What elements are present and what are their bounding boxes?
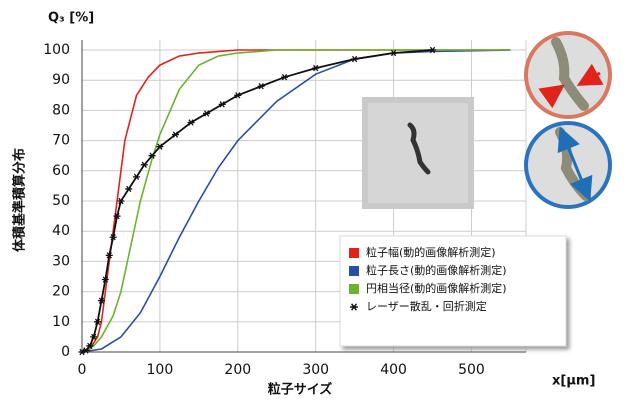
legend-swatch [349, 266, 359, 276]
y-tick-label: 40 [52, 223, 70, 239]
y-tick-label: 20 [52, 284, 70, 300]
data-point [429, 46, 437, 54]
y-tick-label: 90 [52, 72, 70, 88]
data-point [351, 55, 359, 63]
y-tick-label: 70 [52, 133, 70, 149]
series-line [81, 49, 511, 353]
legend-swatch [349, 248, 359, 258]
data-point [94, 318, 102, 325]
data-point [281, 73, 289, 81]
data-point [133, 173, 141, 181]
legend-label: 粒子幅(動的画像解析測定) [366, 245, 496, 259]
data-point [312, 64, 320, 72]
width-illustration [524, 31, 612, 119]
data-point [140, 161, 148, 168]
data-point [97, 297, 105, 304]
particle-photo [362, 97, 474, 209]
legend-label: 粒子長さ(動的画像解析測定) [366, 263, 507, 277]
data-point [257, 83, 265, 90]
lines [78, 46, 511, 356]
data-point [90, 333, 98, 341]
x-unit: x[μm] [552, 374, 595, 389]
x-tick-label: 100 [147, 362, 174, 378]
data-point [390, 49, 398, 57]
data-point [105, 252, 113, 259]
data-point [156, 143, 164, 150]
y-tick-label: 50 [52, 193, 70, 209]
x-tick-label: 500 [458, 362, 485, 378]
x-tick-label: 300 [302, 362, 329, 378]
legend-swatch [349, 284, 359, 294]
length-illustration [524, 121, 612, 209]
data-point [109, 234, 117, 241]
data-point [113, 212, 121, 220]
legend-label: レーザー散乱・回折測定 [366, 299, 487, 313]
y-tick-label: 10 [52, 314, 70, 330]
data-point [86, 342, 94, 350]
data-point [234, 92, 242, 99]
y-tick-label: 80 [52, 102, 70, 118]
x-tick-label: 0 [78, 362, 87, 378]
series-line [81, 49, 511, 353]
legend-marker [350, 303, 358, 311]
x-tick-label: 400 [380, 362, 407, 378]
data-point [187, 119, 195, 126]
y-tick-label: 0 [61, 344, 70, 360]
data-point [117, 197, 125, 205]
data-point [125, 185, 133, 193]
y-tick-label: 30 [52, 253, 70, 269]
data-point [203, 110, 211, 117]
legend-label: 円相当径(動的画像解析測定) [366, 281, 507, 295]
legend-box [339, 235, 567, 347]
y-tick-label: 100 [43, 42, 70, 58]
x-label: 粒子サイズ [268, 382, 333, 398]
legend [339, 235, 567, 347]
grid [81, 40, 527, 353]
y-side-label: 体積基準積算分布 [12, 148, 28, 252]
y-tick-label: 60 [52, 163, 70, 179]
x-tick-label: 200 [224, 362, 251, 378]
data-point [148, 152, 156, 159]
data-point [171, 131, 179, 138]
y-label: Q₃ [%] [48, 11, 94, 26]
data-point [218, 101, 226, 108]
data-point [101, 276, 109, 283]
data-point [82, 347, 90, 354]
